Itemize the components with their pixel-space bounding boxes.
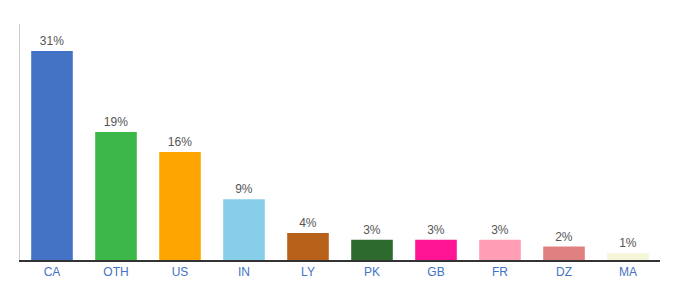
svg-text:3%: 3% (363, 223, 381, 237)
svg-text:2%: 2% (555, 230, 573, 244)
svg-text:3%: 3% (427, 223, 445, 237)
svg-text:US: US (172, 265, 189, 279)
svg-text:4%: 4% (299, 216, 317, 230)
svg-text:PK: PK (364, 265, 380, 279)
svg-text:CA: CA (44, 265, 61, 279)
svg-text:LY: LY (301, 265, 315, 279)
svg-text:31%: 31% (40, 34, 64, 48)
svg-text:19%: 19% (104, 115, 128, 129)
svg-text:IN: IN (238, 265, 250, 279)
svg-text:9%: 9% (235, 182, 253, 196)
svg-text:1%: 1% (619, 236, 637, 250)
svg-text:3%: 3% (491, 223, 509, 237)
svg-text:OTH: OTH (103, 265, 128, 279)
svg-text:DZ: DZ (556, 265, 572, 279)
svg-text:MA: MA (619, 265, 637, 279)
svg-text:16%: 16% (168, 135, 192, 149)
svg-text:GB: GB (427, 265, 444, 279)
svg-text:FR: FR (492, 265, 508, 279)
